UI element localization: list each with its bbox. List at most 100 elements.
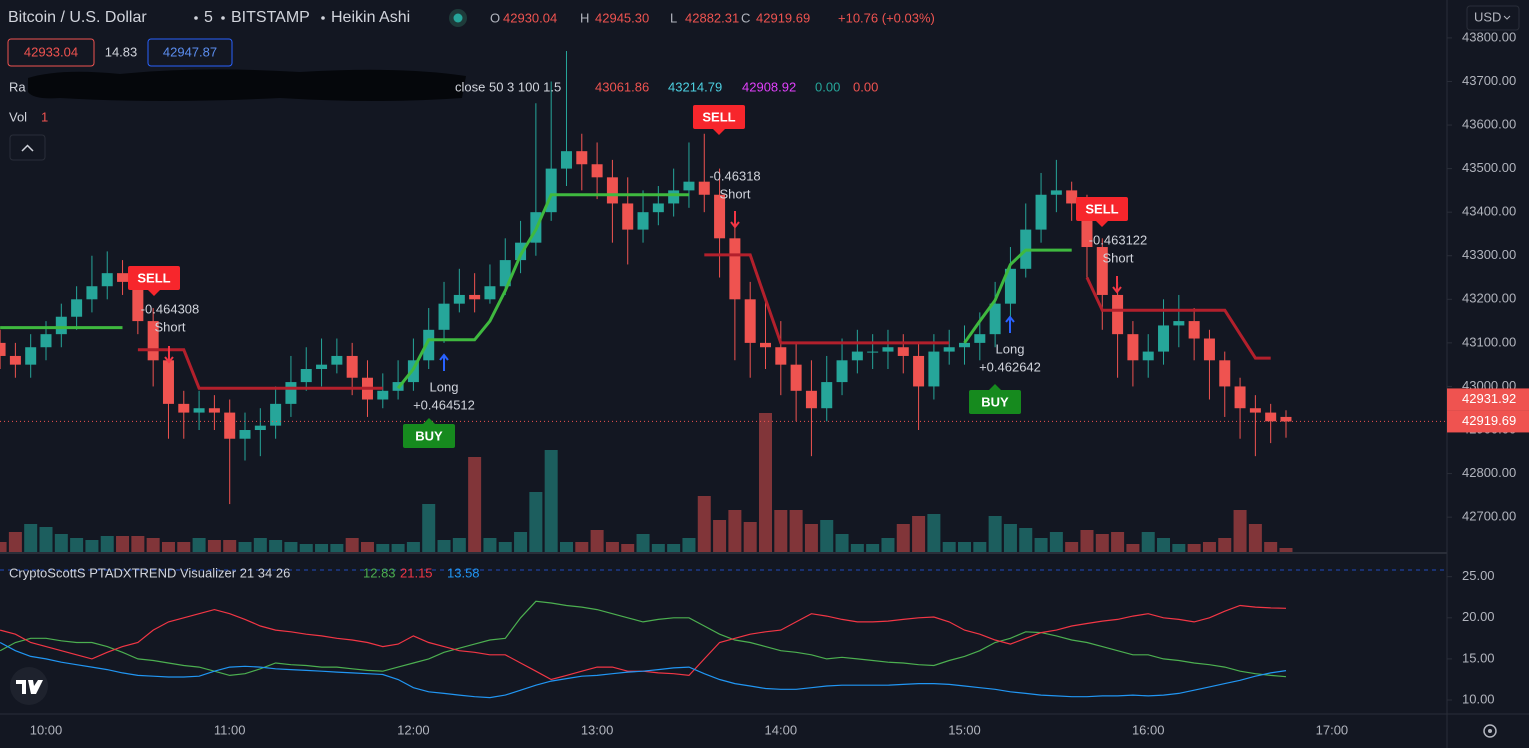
sell-button[interactable] (7, 38, 95, 67)
volume-bar (866, 544, 880, 552)
candle-body (132, 281, 144, 322)
market-status-dot (453, 13, 463, 23)
candle-body (683, 181, 695, 191)
signal-label: SELL (702, 109, 735, 124)
volume-bar (1248, 524, 1262, 552)
settings-button[interactable] (1483, 724, 1497, 738)
price-tag-label: 42919.69 (1462, 413, 1516, 428)
candle-body (453, 294, 465, 304)
volume-bar (896, 524, 910, 552)
candle-body (484, 286, 496, 300)
signal-text: Short (719, 186, 750, 201)
candle-body (316, 364, 328, 370)
legend-value: 42945.30 (595, 10, 649, 25)
currency-button[interactable] (1466, 5, 1520, 31)
collapse-button[interactable] (9, 134, 46, 161)
volume-bar (621, 544, 635, 552)
signal-text: +0.464512 (413, 397, 475, 412)
volume-bar (192, 538, 206, 552)
separator-dot (194, 16, 198, 20)
volume-bar (605, 542, 619, 552)
volume-bar (146, 538, 160, 552)
currency: USD (1474, 9, 1501, 24)
candle-body (1081, 203, 1093, 248)
indicator-params: close 50 3 100 1.5 (455, 79, 561, 94)
candle-body (71, 299, 83, 317)
volume-bar (1172, 544, 1186, 552)
candle-body (55, 316, 67, 335)
candle-body (790, 364, 802, 391)
candle-body (162, 360, 174, 404)
volume-bar (391, 544, 405, 552)
tradingview-logo (10, 667, 48, 705)
volume-bar (299, 544, 313, 552)
signal-text: -0.463122 (1089, 232, 1148, 247)
signal-text: Short (154, 319, 185, 334)
candle-body (239, 430, 251, 439)
volume-bar (253, 538, 267, 552)
candle-body (499, 260, 511, 287)
buy-button[interactable] (147, 38, 233, 67)
y-tick-label: 43200.00 (1462, 291, 1516, 306)
candle-body (943, 347, 955, 352)
volume-bar (575, 542, 589, 552)
candle-body (744, 299, 756, 343)
volume-bar (1065, 542, 1079, 552)
price-layer: SELL -0.464308 Short BUY Long +0.464512 SELL -0… (0, 50, 1447, 699)
volume-bar (713, 520, 727, 552)
volume-bar (988, 516, 1002, 552)
candle-body (606, 177, 618, 204)
volume-bar (1003, 524, 1017, 552)
candle-body (805, 390, 817, 409)
candle-body (729, 238, 741, 300)
candle-body (928, 351, 940, 387)
candle-body (377, 390, 389, 400)
candle-body (1280, 416, 1292, 422)
candle-body (913, 355, 925, 387)
signal-label: BUY (981, 394, 1009, 409)
volume-bar (1049, 532, 1063, 552)
x-tick-label: 17:00 (1316, 722, 1349, 737)
volume-bar (544, 450, 558, 552)
volume-bar (345, 538, 359, 552)
indicator-last-value: 12.83 (363, 565, 396, 580)
y-tick-label: 10.00 (1462, 691, 1495, 706)
legend-key: L (670, 10, 677, 25)
candle-body (576, 151, 588, 165)
y-tick-label: 43300.00 (1462, 247, 1516, 262)
signal-label: SELL (1085, 201, 1118, 216)
signal-arrow (164, 346, 174, 364)
candle-body (698, 181, 710, 195)
volume-bar (514, 532, 528, 552)
indicator-last-value: 13.58 (447, 565, 480, 580)
candle-body (285, 382, 297, 404)
volume-label: Vol (9, 109, 27, 124)
volume-bar (0, 542, 7, 552)
volume-bar (1080, 530, 1094, 552)
y-tick-label: 43600.00 (1462, 116, 1516, 131)
volume-bar (284, 542, 298, 552)
candle-body (147, 321, 159, 361)
candle-body (882, 347, 894, 352)
signal-text: Short (1102, 250, 1133, 265)
signal-arrow (439, 353, 449, 371)
y-tick-label: 20.00 (1462, 609, 1495, 624)
x-tick-label: 11:00 (214, 722, 246, 737)
candle-body (851, 351, 863, 361)
candle-body (1219, 360, 1231, 387)
volume-bar (8, 532, 22, 552)
candle-body (101, 273, 113, 287)
candle-body (1066, 190, 1078, 204)
volume-bar (161, 542, 175, 552)
volume-bar (1111, 532, 1125, 552)
x-tick-label: 15:00 (948, 722, 981, 737)
candle-body (25, 347, 37, 365)
volume-bar (820, 520, 834, 552)
candle-body (224, 412, 236, 439)
trend-line (137, 253, 1271, 390)
candle-body (775, 347, 787, 365)
volume-bar (498, 542, 512, 552)
y-tick-label: 25.00 (1462, 568, 1495, 583)
signal-label: BUY (415, 428, 443, 443)
